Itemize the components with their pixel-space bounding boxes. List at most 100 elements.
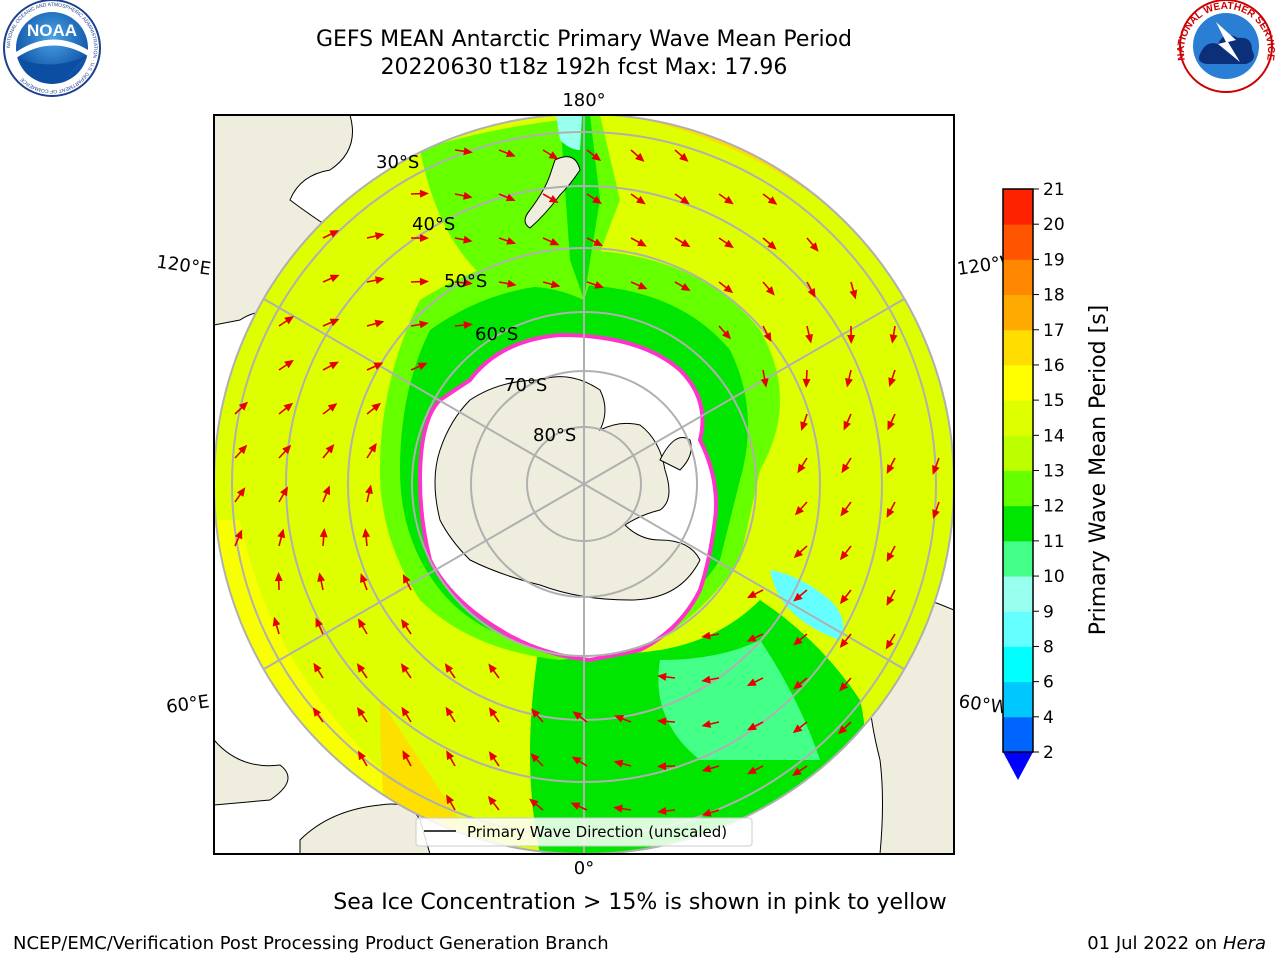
wave-arrow-head — [807, 288, 816, 298]
colorbar-label: Primary Wave Mean Period [s] — [1086, 305, 1111, 636]
wave-arrow-head — [329, 274, 340, 283]
wave-arrow-head — [701, 764, 712, 773]
wave-arrow-head — [312, 707, 322, 717]
wave-arrow-head — [572, 711, 583, 720]
colorbar-cell — [1003, 259, 1033, 296]
lon-label-0: 0° — [574, 858, 594, 879]
colorbar-cell — [1003, 646, 1033, 683]
antarctica-land — [434, 376, 701, 601]
colorbar-cell — [1003, 505, 1033, 542]
wave-arrow-head — [322, 485, 331, 496]
wave-arrow-head — [657, 717, 667, 726]
noaa-logo: NOAA NATIONAL OCEANIC AND ATMOSPHERIC AD… — [3, 0, 101, 97]
wave-arrow-head — [463, 235, 473, 244]
wave-arrow-head — [886, 596, 895, 606]
lat-label-60s: 60°S — [475, 324, 518, 345]
wave-arrow-head — [760, 378, 769, 388]
wave-arrow-head — [313, 662, 322, 673]
wave-arrow-head — [238, 401, 249, 411]
wave-arrow-head — [746, 590, 757, 599]
wave-arrow-head — [594, 281, 605, 289]
colorbar-cell — [1003, 540, 1033, 577]
wave-arrow-head — [724, 239, 734, 249]
colorbar-tick-label: 20 — [1043, 215, 1065, 235]
wave-arrow-head — [401, 618, 410, 629]
wave-arrow-head — [635, 152, 645, 162]
wave-arrow-head — [419, 320, 429, 329]
wave-arrow-head — [679, 152, 689, 162]
wave-arrow-head — [375, 276, 385, 285]
wave-arrow-head — [793, 592, 803, 602]
wave-arrow-head — [680, 195, 690, 205]
wave-arrow-head — [444, 663, 454, 673]
wave-arrow-head — [529, 798, 539, 808]
wave-arrow-head — [505, 149, 516, 157]
lat-label-40s: 40°S — [412, 214, 455, 235]
wave-arrow-head — [792, 724, 803, 734]
wave-arrow-head — [327, 403, 338, 412]
lon-label-120e: 120°E — [155, 252, 212, 280]
wave-arrow-head — [419, 234, 429, 243]
colorbar: 2 4 6 8 9 10 11 12 13 14 15 16 17 18 19 20 21 Primary Wa… — [1002, 180, 1111, 780]
map-frame — [213, 114, 955, 855]
wave-arrow-head — [506, 237, 517, 245]
wave-arrow-head — [284, 316, 294, 325]
legend-label: Primary Wave Direction (unscaled) — [467, 823, 727, 841]
wave-arrow-head — [570, 802, 581, 810]
wave-arrow-head — [837, 725, 848, 735]
colorbar-tick-label: 14 — [1043, 426, 1065, 446]
footer-date-text: 01 Jul 2022 on — [1087, 933, 1218, 954]
wave-arrow-head — [839, 550, 849, 561]
wave-arrow-head — [637, 281, 648, 290]
wave-arrow-head — [614, 715, 625, 723]
colorbar-cell — [1003, 681, 1033, 718]
wave-arrow-head — [360, 573, 368, 583]
wave-arrow-head — [325, 444, 335, 454]
map-area: 30°S 40°S 50°S 60°S 70°S 80°S Primary Wa… — [214, 115, 954, 854]
wave-arrow-head — [636, 195, 646, 205]
colorbar-tick-label: 16 — [1043, 356, 1065, 376]
wave-arrow-head — [365, 484, 373, 495]
wave-arrow-head — [445, 706, 454, 717]
colorbar-tick-label: 4 — [1043, 708, 1054, 728]
wave-arrow-head — [531, 708, 541, 718]
wave-arrow-head — [723, 284, 734, 294]
wave-arrow-head — [763, 332, 772, 342]
wave-arrow-head — [400, 663, 410, 673]
colorbar-tick-label: 17 — [1043, 321, 1065, 341]
colorbar-cell — [1003, 470, 1033, 507]
wave-arrow-head — [284, 359, 294, 369]
wave-arrow-head — [488, 751, 498, 761]
colorbar-cell — [1003, 294, 1033, 331]
wave-arrow-head — [362, 528, 371, 538]
wave-arrow-head — [701, 808, 712, 817]
wave-arrow-head — [839, 638, 849, 649]
wave-arrow-head — [488, 663, 497, 674]
wave-arrow-head — [793, 549, 804, 559]
wave-arrow-head — [463, 191, 473, 200]
colorbar-tick-label: 19 — [1043, 250, 1065, 270]
wave-arrow-head — [888, 377, 896, 388]
colorbar-tick-label: 8 — [1043, 637, 1054, 657]
wave-arrow-head — [315, 617, 323, 628]
wave-arrow-head — [886, 552, 895, 562]
wave-arrow-head — [657, 672, 667, 681]
wave-arrow-head — [368, 442, 377, 453]
wave-arrow-head — [802, 378, 811, 388]
wave-arrow-head — [657, 762, 667, 771]
wave-arrow-head — [419, 189, 429, 198]
colorbar-cell — [1003, 611, 1033, 647]
wave-arrow-head — [637, 238, 647, 247]
wave-arrow-head — [701, 631, 711, 640]
wave-arrow-head — [530, 753, 540, 763]
wave-arrow-head — [841, 463, 850, 474]
wave-arrow-head — [401, 706, 410, 717]
wave-arrow-head — [507, 279, 517, 288]
lon-label-60e: 60°E — [165, 691, 211, 718]
wave-arrow-head — [613, 804, 623, 813]
wave-arrow-head — [845, 377, 853, 388]
wave-arrow-head — [840, 506, 849, 517]
wave-arrow-head — [747, 766, 757, 775]
wave-arrow-head — [792, 767, 802, 776]
wave-arrow-head — [446, 750, 455, 761]
